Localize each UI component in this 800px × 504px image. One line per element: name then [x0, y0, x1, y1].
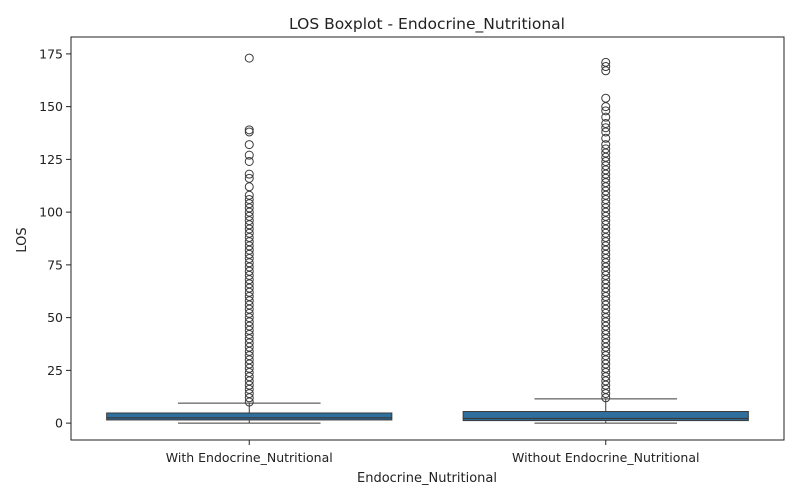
outlier-point	[601, 93, 611, 103]
outlier-point	[601, 123, 611, 133]
chart-title: LOS Boxplot - Endocrine_Nutritional	[289, 15, 565, 34]
outlier-point	[244, 140, 254, 150]
y-tick-label: 75	[47, 257, 63, 272]
outlier-point	[244, 127, 254, 137]
iqr-box	[106, 412, 393, 421]
outlier-point	[244, 53, 254, 63]
outlier-point	[601, 127, 611, 137]
outlier-point	[244, 156, 254, 166]
y-tick-label: 100	[39, 205, 63, 220]
outlier-point	[244, 125, 254, 135]
outlier-point	[244, 393, 254, 403]
boxplot-series	[106, 53, 749, 424]
y-tick-label: 175	[39, 46, 63, 61]
iqr-box	[462, 411, 749, 422]
x-axis-label: Endocrine_Nutritional	[357, 471, 497, 486]
x-tick-label: With Endocrine_Nutritional	[166, 450, 333, 465]
box-group	[462, 57, 749, 424]
outlier-point	[601, 106, 611, 116]
y-axis: 0 25 50 75 100 125 150 175	[39, 46, 71, 431]
outlier-point	[601, 393, 611, 403]
outlier-point	[244, 397, 254, 407]
y-tick-label: 0	[55, 416, 63, 431]
x-axis: With Endocrine_Nutritional Without Endocr…	[166, 440, 699, 465]
outlier-point	[244, 182, 254, 192]
outlier-point	[601, 389, 611, 399]
y-tick-label: 25	[47, 363, 63, 378]
y-axis-label: LOS	[15, 227, 30, 252]
outlier-point	[601, 112, 611, 122]
outlier-point	[601, 66, 611, 76]
outlier-point	[601, 102, 611, 112]
plot-area-frame	[70, 36, 785, 441]
outlier-point	[601, 133, 611, 143]
outlier-point	[244, 150, 254, 160]
y-tick-label: 150	[39, 99, 63, 114]
outlier-point	[244, 169, 254, 179]
y-tick-label: 50	[47, 310, 63, 325]
x-tick-label: Without Endocrine_Nutritional	[512, 450, 699, 465]
box-group	[106, 53, 393, 424]
y-tick-label: 125	[39, 152, 63, 167]
outlier-point	[601, 62, 611, 72]
